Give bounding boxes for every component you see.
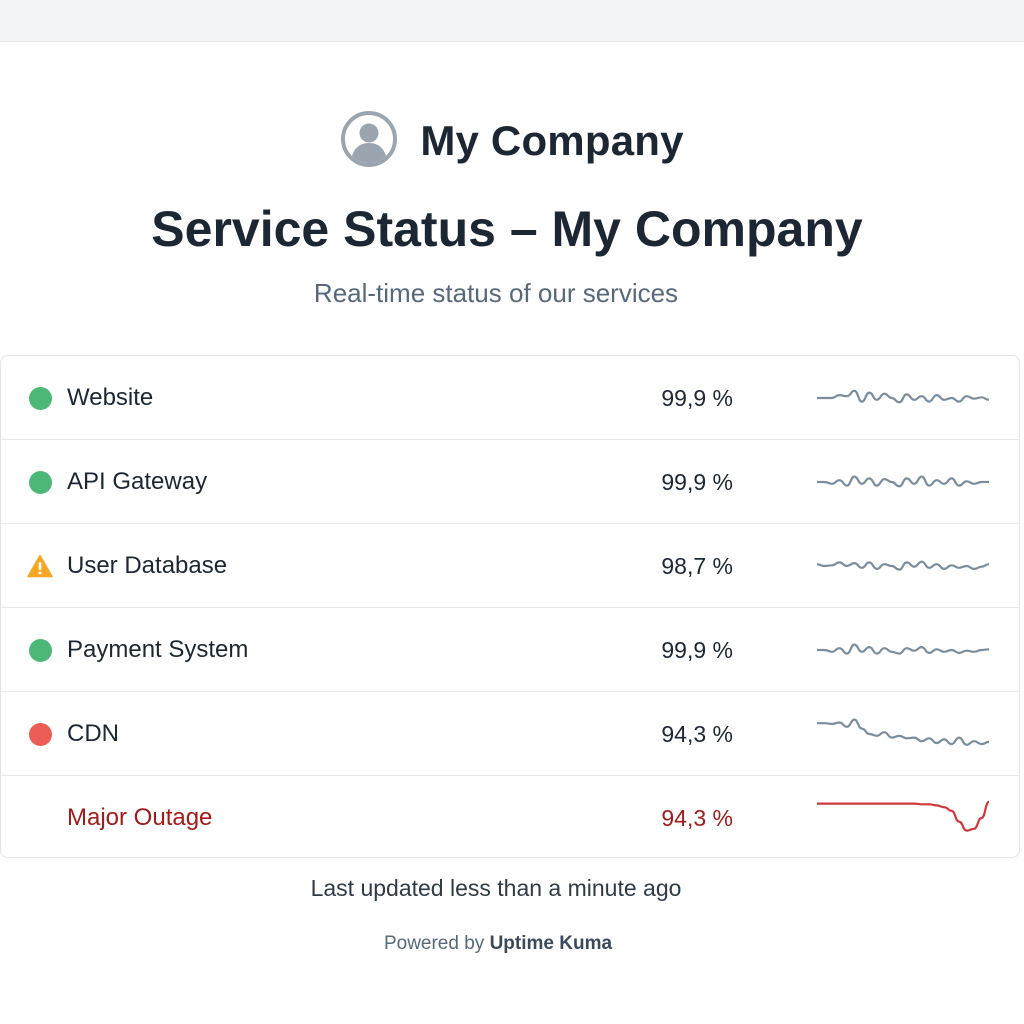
sparkline-path (816, 643, 990, 655)
services-list: Website 99,9 % API Gateway 99,9 % User D… (0, 355, 1020, 858)
page-subtitle: Real-time status of our services (313, 278, 679, 308)
sparkline-path (816, 475, 989, 488)
service-row-api-gateway[interactable]: API Gateway 99,9 % (1, 440, 1019, 524)
service-row-major-outage[interactable]: Major Outage 94,3 % (1, 776, 1019, 857)
uptime-sparkline (817, 800, 990, 832)
uptime-sparkline (816, 475, 989, 488)
service-uptime: 94,3 % (661, 721, 733, 747)
service-row-payment-system[interactable]: Payment System 99,9 % (1, 608, 1019, 692)
status-up-icon (29, 639, 52, 662)
sparkline-path (817, 800, 990, 832)
sparkline-path (816, 389, 990, 404)
service-row-website[interactable]: Website 99,9 % (1, 356, 1019, 440)
service-name: Payment System (67, 636, 249, 663)
uptime-sparkline (816, 718, 990, 746)
service-uptime: 94,3 % (661, 805, 733, 831)
uptime-sparkline (816, 389, 990, 404)
uptime-sparkline (816, 560, 990, 571)
brand-header: My Company (0, 110, 1024, 168)
powered-by: Powered by Uptime Kuma (0, 933, 996, 955)
service-uptime: 98,7 % (661, 553, 733, 579)
service-row-user-database[interactable]: User Database 98,7 % (1, 524, 1019, 608)
warning-triangle-icon (27, 554, 53, 578)
service-uptime: 99,9 % (661, 385, 733, 411)
service-name: API Gateway (67, 468, 208, 495)
service-uptime: 99,9 % (661, 469, 733, 495)
uptime-kuma-link[interactable]: Uptime Kuma (489, 933, 613, 954)
service-uptime: 99,9 % (661, 637, 733, 663)
service-name: Website (67, 384, 154, 411)
status-down-icon (29, 723, 52, 746)
user-circle-icon (341, 111, 398, 167)
sparkline-path (816, 560, 990, 571)
status-up-icon (29, 471, 52, 494)
status-up-icon (29, 387, 52, 410)
brand-name: My Company (420, 117, 684, 164)
service-name: User Database (67, 552, 228, 579)
service-name: CDN (67, 720, 119, 747)
top-bar (0, 0, 1024, 42)
service-name: Major Outage (67, 804, 213, 831)
powered-by-label: Powered by (383, 933, 485, 954)
service-row-cdn[interactable]: CDN 94,3 % (1, 692, 1019, 776)
sparkline-path (816, 718, 990, 746)
last-updated-text: Last updated less than a minute ago (310, 875, 682, 901)
page-title: Service Status – My Company (151, 201, 863, 257)
uptime-sparkline (816, 643, 990, 655)
